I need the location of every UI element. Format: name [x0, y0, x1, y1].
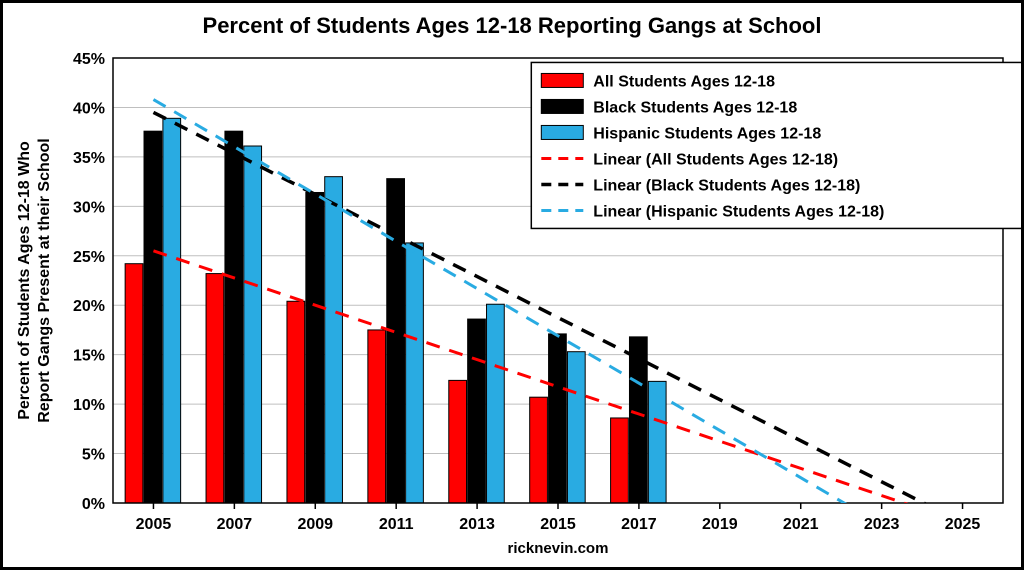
x-caption: ricknevin.com [508, 540, 609, 557]
bar [567, 352, 585, 503]
bar [125, 264, 143, 503]
x-tick-label: 2015 [540, 516, 576, 533]
y-tick-label: 5% [82, 447, 105, 464]
x-tick-label: 2017 [621, 516, 657, 533]
bar [244, 146, 262, 503]
bar [648, 381, 666, 503]
legend-label: All Students Ages 12-18 [593, 73, 775, 90]
x-tick-label: 2019 [702, 516, 738, 533]
x-tick-label: 2025 [945, 516, 981, 533]
bar [406, 243, 424, 503]
chart-frame: Percent of Students Ages 12-18 Reporting… [0, 0, 1024, 570]
bar [449, 380, 467, 503]
y-axis-label: Report Gangs Present at their School [36, 138, 53, 423]
bar [163, 118, 181, 503]
bar [611, 418, 629, 503]
x-tick-label: 2013 [459, 516, 495, 533]
x-tick-label: 2007 [217, 516, 253, 533]
x-tick-label: 2005 [136, 516, 172, 533]
x-tick-label: 2021 [783, 516, 819, 533]
legend-label: Linear (Black Students Ages 12-18) [593, 177, 860, 194]
y-tick-label: 40% [73, 100, 105, 117]
bar [306, 192, 324, 503]
y-tick-label: 45% [73, 51, 105, 68]
legend-swatch [541, 125, 583, 139]
bar [368, 330, 386, 503]
legend-label: Linear (Hispanic Students Ages 12-18) [593, 203, 884, 220]
bar [487, 304, 505, 503]
legend-label: Black Students Ages 12-18 [593, 99, 797, 116]
legend-label: Linear (All Students Ages 12-18) [593, 151, 838, 168]
x-tick-label: 2009 [297, 516, 333, 533]
bar [629, 337, 647, 503]
bar [387, 179, 405, 503]
y-tick-label: 35% [73, 150, 105, 167]
chart-svg: Percent of Students Ages 12-18 Reporting… [3, 3, 1021, 567]
chart-title: Percent of Students Ages 12-18 Reporting… [203, 13, 822, 38]
legend-label: Hispanic Students Ages 12-18 [593, 125, 821, 142]
y-tick-label: 0% [82, 496, 105, 513]
y-axis-label: Percent of Students Ages 12-18 Who [16, 141, 33, 420]
x-tick-label: 2023 [864, 516, 900, 533]
y-tick-label: 10% [73, 397, 105, 414]
x-tick-label: 2011 [379, 516, 414, 533]
bar [144, 131, 162, 503]
y-tick-label: 30% [73, 199, 105, 216]
bar [225, 131, 243, 503]
legend-swatch [541, 73, 583, 87]
y-tick-label: 15% [73, 348, 105, 365]
y-tick-label: 20% [73, 298, 105, 315]
bar [325, 177, 343, 503]
bar [287, 301, 305, 503]
bar [206, 274, 224, 503]
y-tick-label: 25% [73, 249, 105, 266]
bar [549, 334, 567, 503]
legend-swatch [541, 99, 583, 113]
bar [468, 319, 486, 503]
bar [530, 397, 548, 503]
